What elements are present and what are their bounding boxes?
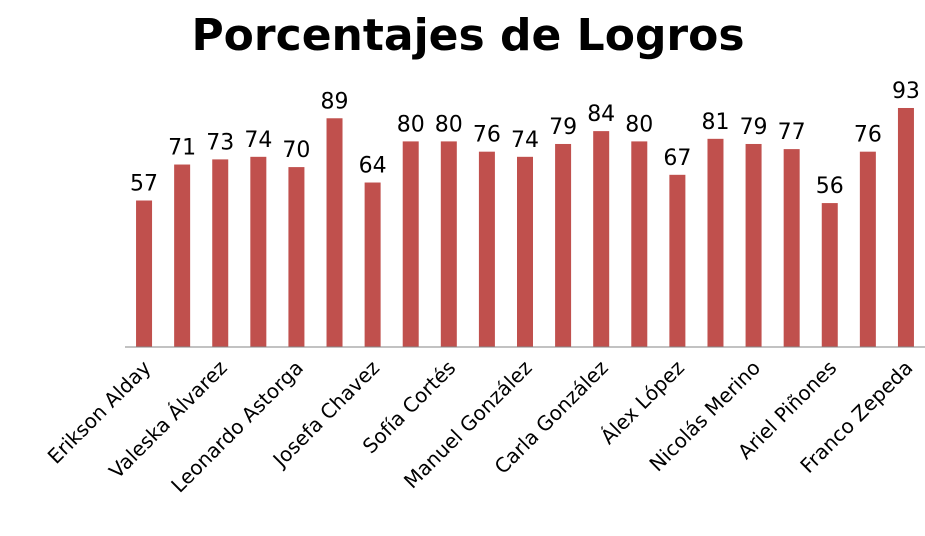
value-label: 79 [740, 115, 768, 140]
bar [326, 118, 343, 348]
value-label: 76 [854, 123, 882, 148]
bar [631, 141, 648, 347]
value-label: 93 [892, 79, 920, 104]
value-label: 74 [244, 128, 272, 153]
bar [288, 167, 305, 347]
value-label: 81 [701, 110, 729, 135]
value-label: 67 [663, 146, 691, 171]
value-label: 80 [435, 112, 463, 137]
bar [364, 182, 381, 347]
bar [174, 164, 191, 347]
value-label: 77 [778, 120, 806, 145]
chart-title: Porcentajes de Logros [191, 10, 744, 61]
value-label: 57 [130, 172, 158, 197]
bar [593, 131, 610, 347]
value-label: 80 [397, 112, 425, 137]
bar [440, 141, 457, 347]
bar [707, 138, 724, 347]
bar [859, 151, 876, 347]
value-label: 84 [587, 102, 615, 127]
value-label: 79 [549, 115, 577, 140]
bar [402, 141, 419, 347]
bar [212, 159, 229, 347]
bar [136, 200, 153, 347]
bar [555, 143, 572, 347]
value-label: 71 [168, 136, 196, 161]
bar [745, 143, 762, 347]
x-tick-label: Leonardo Astorga [166, 356, 308, 498]
value-label: 56 [816, 174, 844, 199]
value-label: 64 [359, 154, 387, 179]
value-label: 70 [282, 138, 310, 163]
value-label: 76 [473, 123, 501, 148]
bar [821, 203, 838, 347]
bar [517, 156, 533, 347]
bar [669, 174, 686, 347]
value-label: 73 [206, 130, 234, 155]
bar [783, 149, 800, 347]
bar [897, 107, 914, 348]
value-label: 80 [625, 112, 653, 137]
bar [250, 156, 267, 347]
value-label: 89 [321, 89, 349, 114]
value-label: 74 [511, 128, 539, 153]
bar [478, 151, 495, 347]
x-tick-label: Manuel González [399, 356, 537, 494]
